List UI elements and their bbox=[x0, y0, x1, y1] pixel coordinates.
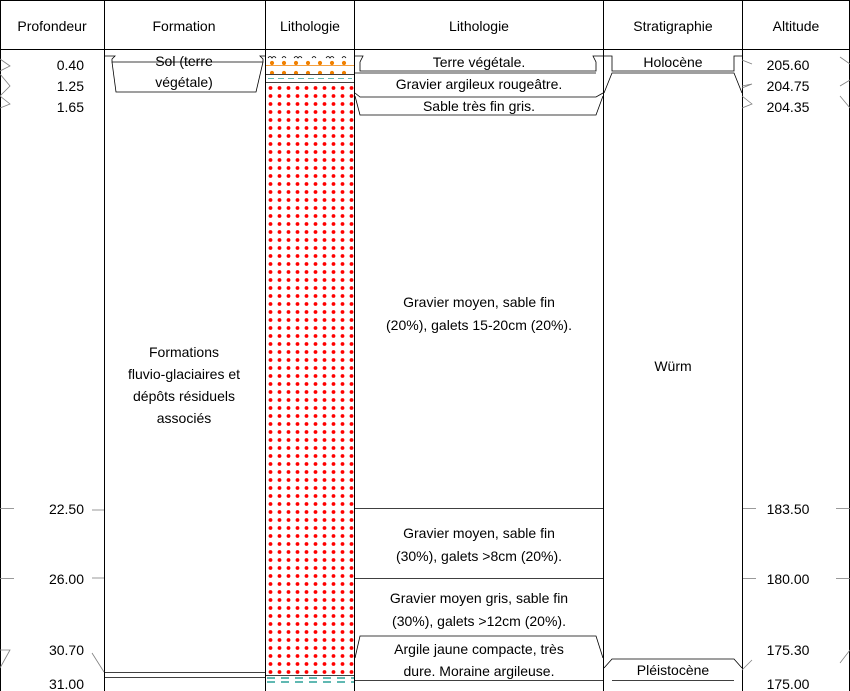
lithology-description: (30%), galets >12cm (20%). bbox=[392, 613, 566, 629]
soil-pattern bbox=[266, 56, 354, 74]
formation-boundaries bbox=[105, 55, 265, 678]
depth-label: 1.25 bbox=[57, 78, 84, 94]
formation-label-fluvio-glaciaire: Formations fluvio-glaciaires et dépôts r… bbox=[128, 344, 240, 426]
depth-label: 26.00 bbox=[49, 571, 84, 587]
lithology-description: (30%), galets >8cm (20%). bbox=[396, 548, 562, 564]
depth-ticks bbox=[0, 58, 105, 673]
depth-label: 0.40 bbox=[57, 57, 84, 73]
header-profondeur: Profondeur bbox=[17, 18, 87, 34]
lithology-description: Gravier argileux rougeâtre. bbox=[396, 76, 563, 92]
lithology-description: Gravier moyen, sable fin bbox=[403, 525, 555, 541]
stratigraphy-wurm: Würm bbox=[654, 358, 691, 374]
altitude-label: 183.50 bbox=[767, 501, 810, 517]
stratigraphy-boundaries bbox=[603, 55, 743, 681]
formation-line: végétale) bbox=[155, 74, 213, 90]
description-boundaries bbox=[354, 55, 604, 681]
formation-line: dépôts résiduels bbox=[133, 388, 235, 404]
lithology-description: dure. Moraine argileuse. bbox=[404, 663, 555, 679]
depth-label: 31.00 bbox=[49, 676, 84, 691]
lithology-description: Terre végétale. bbox=[433, 54, 526, 70]
altitude-label: 204.35 bbox=[767, 99, 810, 115]
lithology-description: Sable très fin gris. bbox=[423, 98, 535, 114]
lithology-description: Argile jaune compacte, très bbox=[394, 641, 564, 657]
altitude-label: 205.60 bbox=[767, 57, 810, 73]
header-lithologie-description: Lithologie bbox=[449, 18, 509, 34]
altitude-label: 180.00 bbox=[767, 571, 810, 587]
formation-line: Sol (terre bbox=[155, 53, 213, 69]
altitude-ticks bbox=[741, 56, 850, 671]
altitude-label: 175.30 bbox=[767, 642, 810, 658]
depth-label: 30.70 bbox=[49, 642, 84, 658]
stratigraphy-pleistocene: Pléistocène bbox=[637, 662, 710, 678]
formation-line: fluvio-glaciaires et bbox=[128, 366, 240, 382]
formation-label-sol: Sol (terre végétale) bbox=[155, 53, 213, 90]
header-altitude: Altitude bbox=[773, 18, 820, 34]
header-stratigraphie: Stratigraphie bbox=[633, 18, 713, 34]
altitude-label: 204.75 bbox=[767, 78, 810, 94]
lithology-description: Gravier moyen, sable fin bbox=[403, 294, 555, 310]
altitude-label: 175.00 bbox=[767, 676, 810, 691]
depth-label: 22.50 bbox=[49, 501, 84, 517]
lithology-description: Gravier moyen gris, sable fin bbox=[390, 590, 568, 606]
header-lithologie-pattern: Lithologie bbox=[280, 18, 340, 34]
header-formation: Formation bbox=[152, 18, 215, 34]
stratigraphy-holocene: Holocène bbox=[643, 54, 702, 70]
formation-line: Formations bbox=[149, 344, 219, 360]
lithology-description: (20%), galets 15-20cm (20%). bbox=[386, 317, 572, 333]
gravel-pattern bbox=[266, 84, 354, 674]
lithology-column bbox=[266, 56, 354, 683]
clay-pattern bbox=[266, 676, 354, 683]
depth-label: 1.65 bbox=[57, 99, 84, 115]
formation-line: associés bbox=[157, 410, 211, 426]
